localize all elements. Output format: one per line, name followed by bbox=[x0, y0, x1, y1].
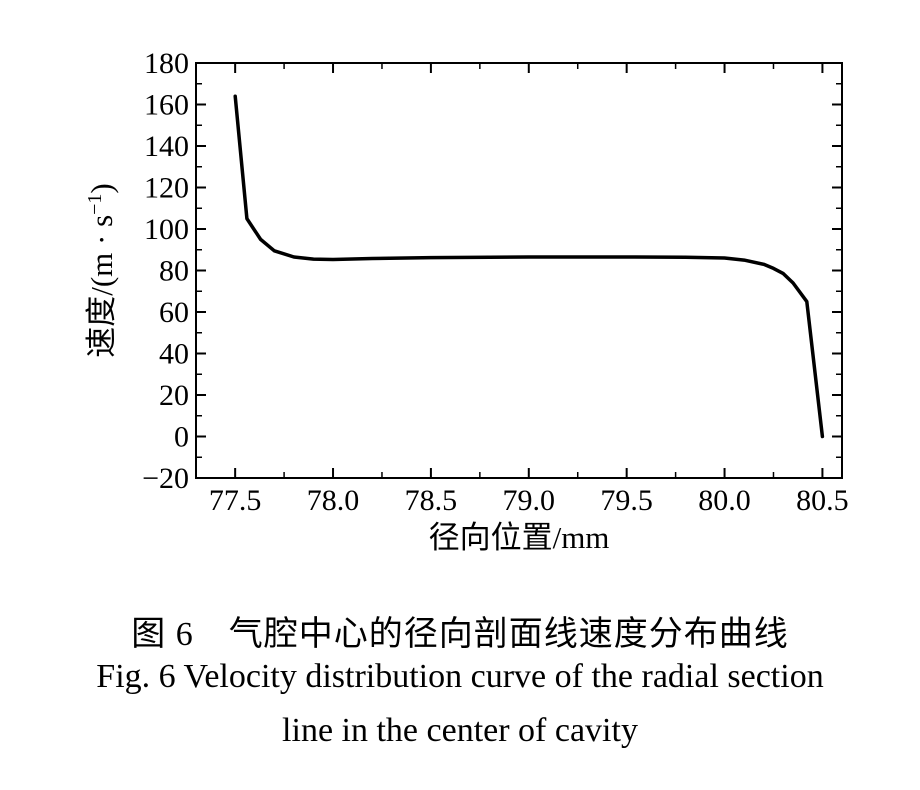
y-tick-label: 20 bbox=[159, 379, 189, 412]
y-axis: −20 0 20 40 60 80 100 120 140 160 180 bbox=[142, 47, 842, 495]
plot-border bbox=[195, 62, 843, 479]
y-tick-label: 80 bbox=[159, 255, 189, 288]
x-tick-label: 80.0 bbox=[698, 484, 751, 517]
y-axis-title-close: ) bbox=[84, 183, 119, 193]
figure-caption-english-line-1: Fig. 6 Velocity distribution curve of th… bbox=[96, 658, 824, 695]
x-tick-label: 79.5 bbox=[600, 484, 653, 517]
velocity-chart: 77.5 78.0 78.5 79.0 79.5 80.0 80.5 −20 0 20 40 60 8… bbox=[84, 47, 849, 555]
figure-caption-chinese: 图 6 气腔中心的径向剖面线速度分布曲线 bbox=[131, 616, 789, 653]
y-tick-label: 160 bbox=[144, 89, 189, 122]
plot-area bbox=[195, 62, 843, 479]
x-tick-label: 77.5 bbox=[209, 484, 262, 517]
x-axis: 77.5 78.0 78.5 79.0 79.5 80.0 80.5 bbox=[209, 63, 849, 517]
y-axis-title-unit-exponent: −1 bbox=[84, 194, 106, 215]
velocity-curve bbox=[233, 94, 825, 439]
y-tick-label: 60 bbox=[159, 296, 189, 329]
y-tick-label: −20 bbox=[142, 462, 189, 495]
y-axis-title-main: 速度/(m · s bbox=[84, 215, 119, 358]
y-tick-label: 100 bbox=[144, 213, 189, 246]
series-layer bbox=[233, 94, 825, 439]
y-tick-label: 40 bbox=[159, 338, 189, 371]
x-tick-label: 78.0 bbox=[307, 484, 360, 517]
figure-caption-english-line-2: line in the center of cavity bbox=[282, 712, 638, 749]
y-axis-title: 速度/(m · s−1) bbox=[84, 183, 119, 358]
x-tick-label: 79.0 bbox=[503, 484, 556, 517]
x-axis-title: 径向位置/mm bbox=[429, 520, 610, 555]
y-tick-label: 180 bbox=[144, 47, 189, 80]
y-tick-label: 120 bbox=[144, 172, 189, 205]
x-tick-label: 78.5 bbox=[405, 484, 458, 517]
y-tick-label: 140 bbox=[144, 130, 189, 163]
x-tick-label: 80.5 bbox=[796, 484, 849, 517]
y-tick-label: 0 bbox=[174, 421, 189, 454]
